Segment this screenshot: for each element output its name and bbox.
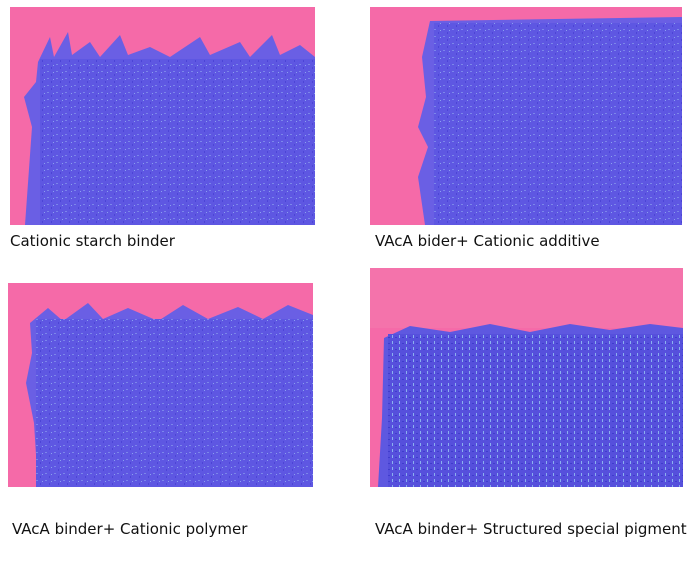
caption: VAcA binder+ Cationic polymer: [12, 520, 248, 538]
photo: [370, 7, 682, 225]
photo: [10, 7, 315, 225]
caption: VAcA bider+ Cationic additive: [375, 232, 600, 250]
photo: [8, 283, 313, 487]
caption: VAcA binder+ Structured special pigment: [375, 520, 687, 538]
photo: [370, 268, 683, 487]
caption: Cationic starch binder: [10, 232, 175, 250]
